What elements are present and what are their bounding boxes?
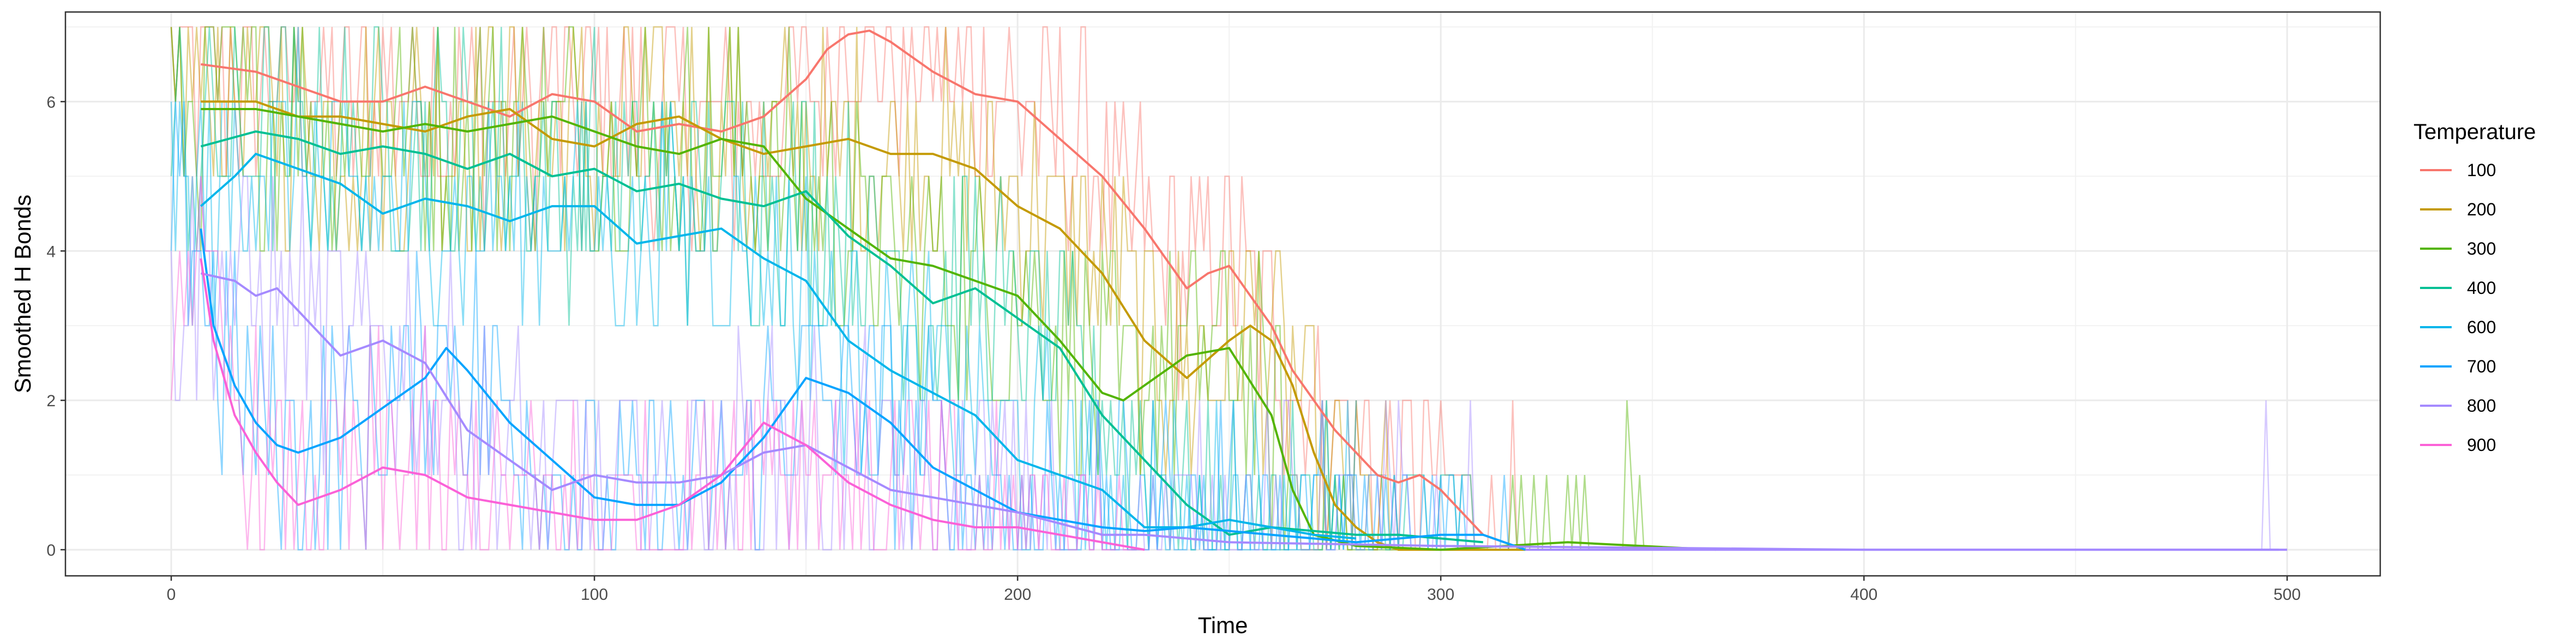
smoothed-series-layer (200, 29, 2288, 551)
legend-label-700: 700 (2467, 357, 2496, 376)
legend: Temperature 100 200 300 400 600 700 800 900 (2414, 120, 2536, 455)
series-line-700 (200, 228, 1526, 551)
x-axis-title: Time (1198, 612, 1248, 638)
x-tick-label: 300 (1427, 586, 1454, 604)
y-axis-title: Smoothed H Bonds (10, 195, 35, 393)
panel-border (64, 11, 2381, 577)
raw-line-700 (170, 101, 1526, 551)
series-line-600 (200, 153, 1357, 540)
series-line-100 (201, 29, 1526, 551)
series-line-900 (200, 258, 1145, 551)
axes: 0 100 200 300 400 500 0 2 4 6 (46, 93, 2301, 604)
raw-line-400 (170, 26, 1483, 551)
y-tick-label: 6 (46, 93, 56, 111)
y-tick-label: 2 (46, 392, 56, 410)
x-tick-label: 500 (2273, 586, 2301, 604)
x-tick-label: 100 (581, 586, 608, 604)
x-tick-label: 0 (167, 586, 176, 604)
grid (65, 12, 2380, 576)
x-tick-label: 200 (1004, 586, 1031, 604)
raw-line-100 (170, 26, 1526, 551)
y-tick-label: 4 (46, 243, 56, 261)
series-line-200 (201, 100, 1526, 551)
raw-line-900 (170, 176, 1145, 551)
x-tick-label: 400 (1850, 586, 1877, 604)
legend-title: Temperature (2414, 120, 2536, 144)
legend-label-800: 800 (2467, 396, 2496, 416)
y-tick-label: 0 (46, 541, 56, 559)
series-line-300 (201, 108, 1716, 551)
legend-label-300: 300 (2467, 239, 2496, 258)
raw-line-200 (170, 26, 1526, 551)
series-line-800 (200, 272, 2288, 551)
raw-line-600 (170, 27, 1357, 551)
legend-label-100: 100 (2467, 160, 2496, 180)
legend-label-200: 200 (2467, 200, 2496, 219)
legend-label-400: 400 (2467, 278, 2496, 298)
legend-label-600: 600 (2467, 317, 2496, 337)
legend-label-900: 900 (2467, 435, 2496, 455)
